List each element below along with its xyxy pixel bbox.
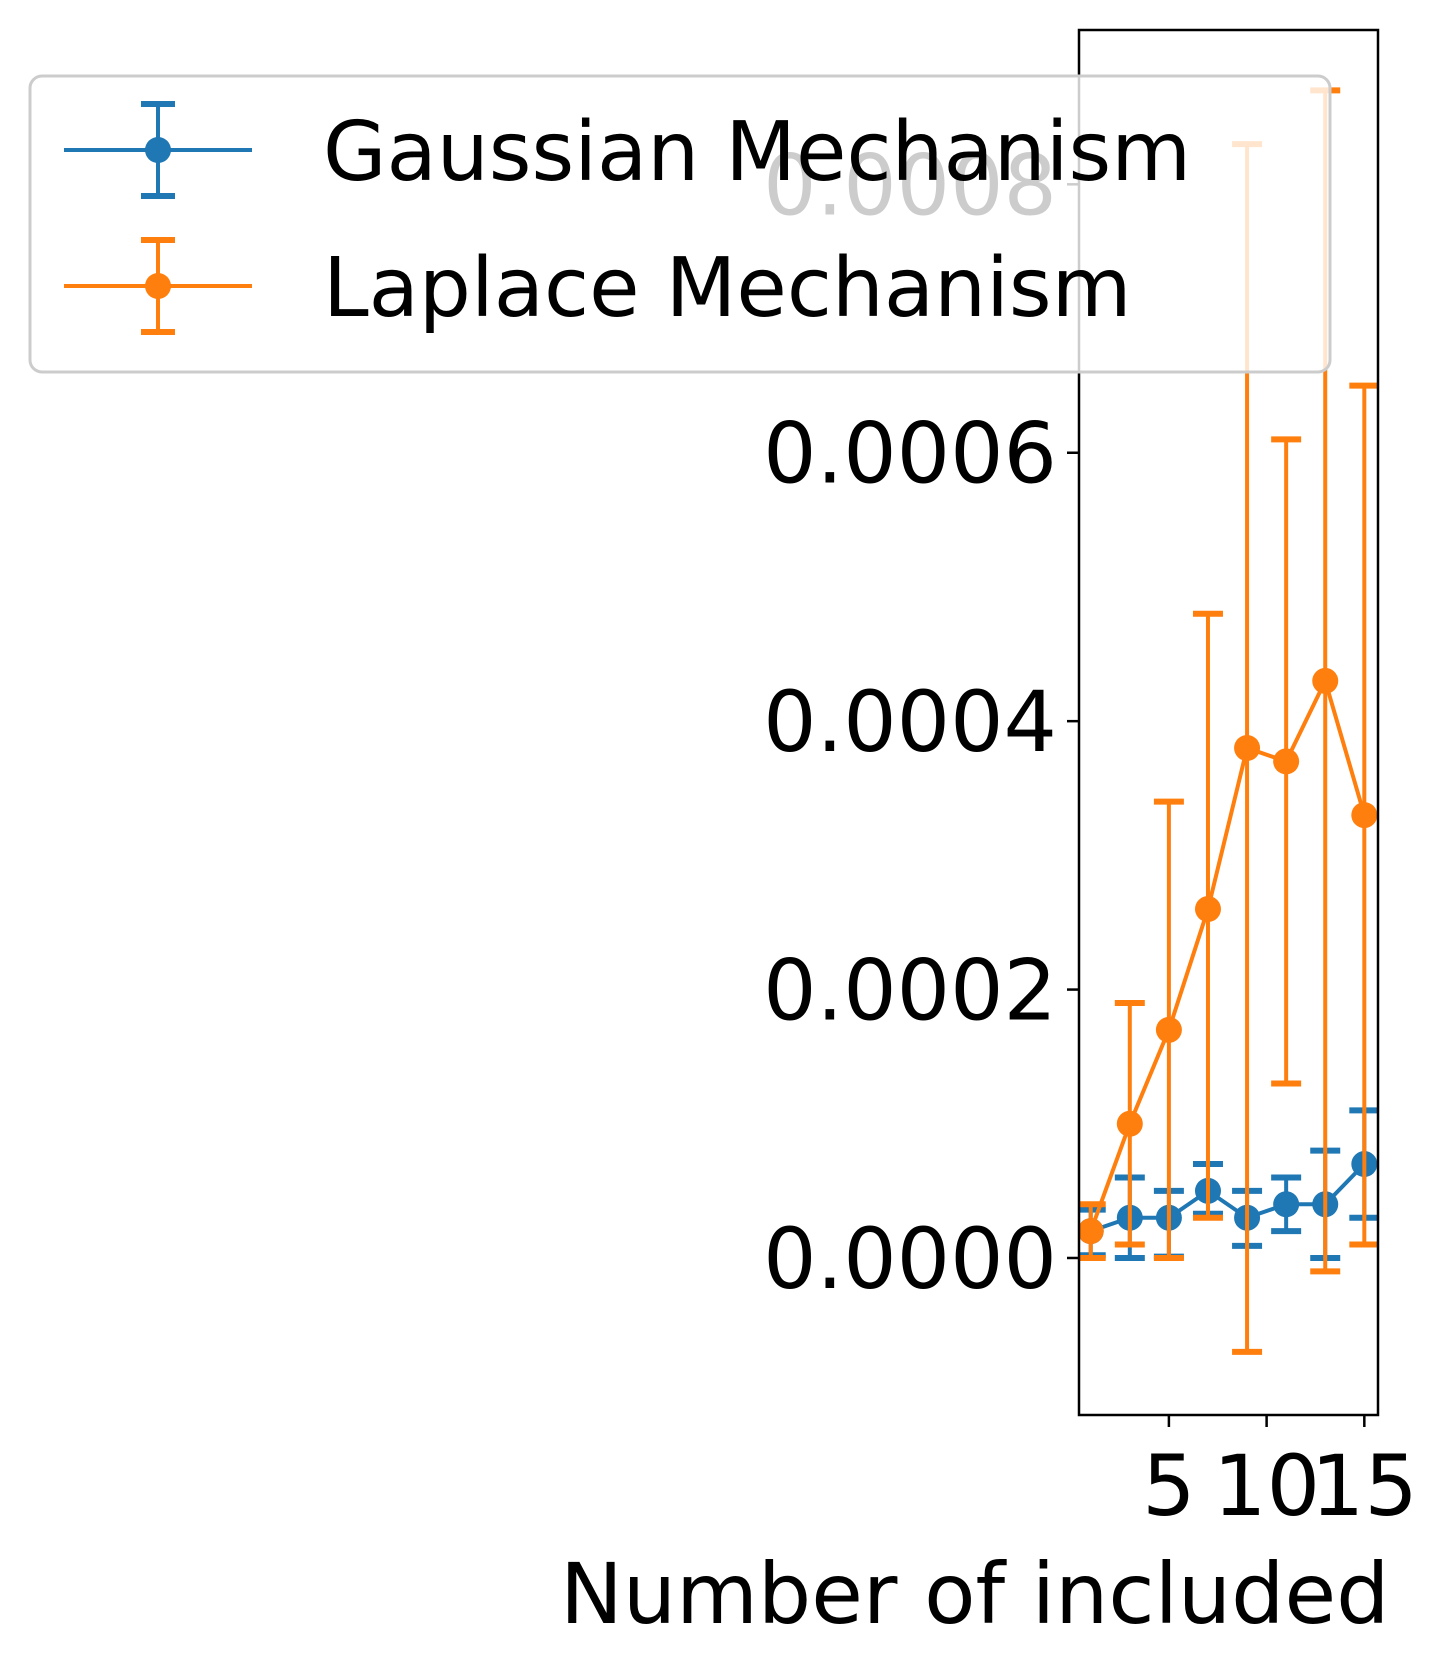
data-point [1234,734,1261,761]
y-tick-label: 0.0000 [763,1210,1057,1308]
legend: Gaussian Mechanism Laplace Mechanism [28,74,1332,374]
x-tick-label: 10 [1213,1437,1320,1535]
data-point [1194,896,1221,923]
series-laplace-mechanism [1079,87,1378,1355]
x-axis-label: Number of included [560,1545,1389,1643]
x-tick-label: 5 [1142,1437,1195,1535]
legend-marker [145,273,171,299]
legend-item-laplace-mechanism: Laplace Mechanism [64,237,1131,336]
legend-label: Gaussian Mechanism [323,105,1191,200]
data-point [1312,667,1339,694]
legend-label: Laplace Mechanism [323,241,1131,336]
data-point [1155,1016,1182,1043]
legend-marker [145,137,171,163]
plot-frame [1077,28,1380,1417]
plot-area [1079,87,1378,1355]
y-tick-label: 0.0002 [763,942,1057,1040]
x-tick-label: 15 [1311,1437,1418,1535]
data-point [1273,748,1300,775]
legend-box [28,74,1332,374]
data-point [1116,1110,1143,1137]
data-point [1351,802,1378,829]
data-point [1079,1218,1104,1245]
legend-item-gaussian-mechanism: Gaussian Mechanism [64,101,1191,200]
y-tick-label: 0.0006 [763,405,1057,503]
y-tick-label: 0.0004 [763,673,1057,771]
data-point [1273,1191,1300,1218]
series-line [1088,675,1367,1232]
plot-clipped [1079,87,1378,1355]
axes: 0.00000.00020.00040.00060.000851015Numbe… [560,28,1418,1643]
